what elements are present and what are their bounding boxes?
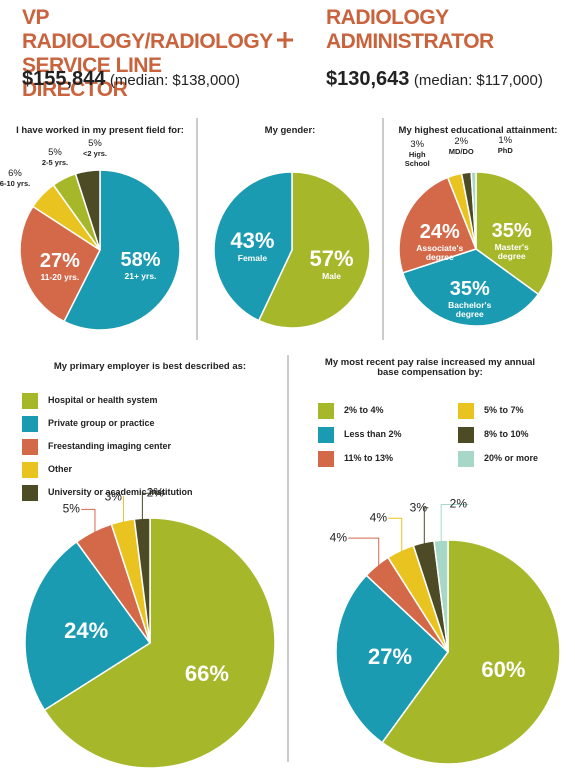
- value-label: 60%: [481, 656, 526, 682]
- legend-label: 5% to 7%: [484, 405, 524, 416]
- leader-line: [348, 537, 380, 569]
- salary-line: $130,643 (median: $117,000): [326, 68, 543, 90]
- legend-swatch: [22, 439, 38, 455]
- salary: $155,844: [22, 68, 106, 90]
- legend-label: Hospital or health system: [48, 395, 158, 406]
- value-label: 27%: [39, 249, 80, 272]
- salary: $130,643: [326, 68, 410, 90]
- legend-label: 20% or more: [484, 453, 539, 464]
- value-label: 5%: [88, 137, 102, 149]
- legend-label: Private group or practice: [48, 418, 155, 429]
- category-label: Master's degree: [494, 241, 529, 262]
- legend-swatch: [458, 403, 474, 419]
- pie-slice: [381, 539, 561, 765]
- value-label: 27%: [367, 644, 413, 670]
- leader-line: [141, 492, 166, 522]
- leader-line: [423, 507, 429, 546]
- legend-swatch: [318, 403, 334, 419]
- category-label: PhD: [497, 146, 513, 156]
- value-label: 2%: [454, 135, 469, 147]
- legend-label: Less than 2%: [344, 429, 402, 440]
- category-label: 11-20 yrs.: [40, 271, 80, 282]
- category-label: Female: [237, 253, 268, 264]
- category-label: High School: [404, 150, 430, 168]
- chart-title: My most recent pay raise increased my an…: [324, 357, 536, 379]
- legend-label: Freestanding imaging center: [48, 441, 172, 452]
- pie-slice: [475, 171, 554, 296]
- legend-label: University or academic institution: [48, 487, 193, 498]
- leader-line: [81, 508, 96, 535]
- header-title: RADIOLOGY ADMINISTRATOR: [326, 6, 494, 54]
- value-label: 6%: [8, 167, 22, 179]
- legend-label: 8% to 10%: [484, 429, 529, 440]
- pie-slice: [213, 171, 293, 322]
- value-label: 3%: [409, 500, 427, 515]
- category-label: Associate's degree: [416, 242, 464, 263]
- value-label: 4%: [329, 530, 347, 545]
- leader-line: [388, 517, 403, 554]
- category-label: 2-5 yrs.: [41, 158, 69, 168]
- pie-slice: [43, 517, 276, 769]
- pie-slice: [74, 169, 101, 251]
- legend-swatch: [22, 485, 38, 501]
- salary-line: $155,844 (median: $138,000): [22, 68, 240, 90]
- legend-swatch: [22, 416, 38, 432]
- category-label: <2 yrs.: [83, 148, 107, 158]
- value-label: 66%: [184, 661, 229, 687]
- category-label: Bachelor's degree: [448, 299, 492, 319]
- category-label: 21+ yrs.: [124, 270, 157, 281]
- value-label: 3%: [104, 489, 122, 504]
- chart-title: My primary employer is best described as…: [53, 361, 247, 372]
- legend-label: Other: [48, 464, 73, 475]
- pie-slice: [470, 171, 477, 250]
- pie-slice: [24, 540, 152, 712]
- value-label: 57%: [309, 245, 354, 271]
- plus-sign: [277, 32, 293, 48]
- value-label: 5%: [48, 147, 62, 159]
- value-label: 1%: [498, 135, 513, 147]
- category-label: 6-10 yrs.: [0, 178, 31, 188]
- value-label: 4%: [369, 510, 387, 525]
- category-label: MD/DO: [448, 147, 474, 157]
- leader-line: [440, 503, 469, 544]
- pie-slice: [401, 248, 540, 327]
- legend-swatch: [458, 427, 474, 443]
- value-label: 5%: [62, 501, 80, 516]
- pie-slice: [19, 205, 101, 323]
- value-label: 3%: [410, 139, 425, 151]
- value-label: 24%: [64, 617, 109, 643]
- category-label: Male: [322, 271, 342, 282]
- legend-label: 2% to 4%: [344, 405, 384, 416]
- value-label: 43%: [230, 228, 275, 254]
- value-label: 58%: [120, 248, 161, 271]
- value-label: 35%: [449, 277, 490, 300]
- median: (median: $138,000): [109, 72, 240, 89]
- pie-slice: [257, 171, 371, 329]
- value-label: 24%: [419, 220, 460, 243]
- chart-title: My highest educational attainment:: [398, 125, 558, 136]
- legend-swatch: [22, 393, 38, 409]
- chart-title: I have worked in my present field for:: [16, 125, 184, 136]
- pie-slice: [335, 574, 449, 744]
- value-label: 2%: [449, 496, 467, 511]
- legend-swatch: [22, 462, 38, 478]
- legend-swatch: [458, 451, 474, 467]
- chart-title: My gender:: [264, 125, 316, 136]
- header-title: VP RADIOLOGY/RADIOLOGY SERVICE LINE DIRE…: [22, 6, 273, 102]
- legend-swatch: [318, 451, 334, 467]
- median: (median: $117,000): [413, 72, 543, 89]
- value-label: 35%: [491, 219, 532, 242]
- legend-swatch: [318, 427, 334, 443]
- legend-label: 11% to 13%: [344, 453, 394, 464]
- pie-slice: [63, 169, 181, 331]
- value-label: 2%: [146, 485, 164, 500]
